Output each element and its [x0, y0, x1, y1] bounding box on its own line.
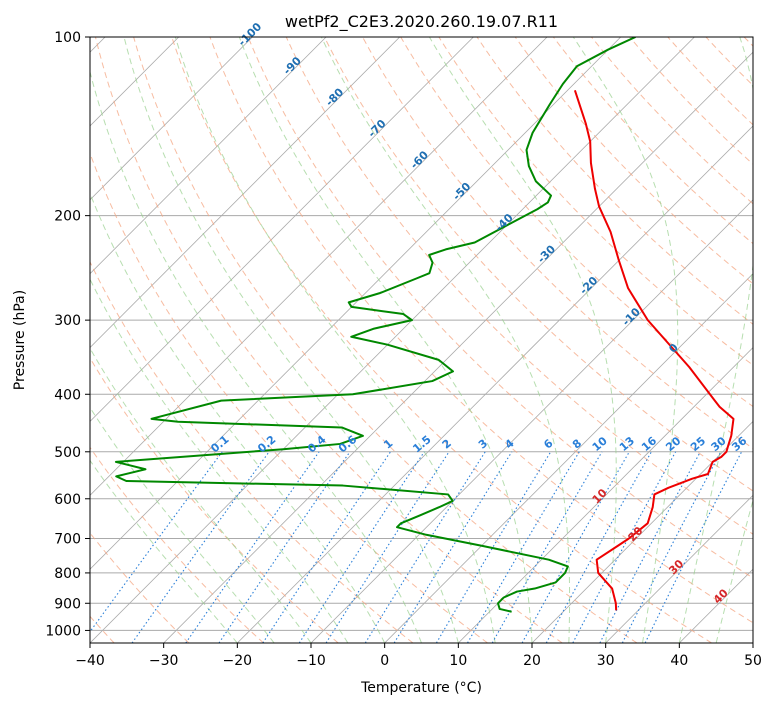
dry-adiabat-line — [171, 37, 712, 643]
isotherm-line — [90, 37, 622, 570]
isotherm-line — [90, 37, 327, 275]
x-tick-label: 0 — [380, 653, 389, 669]
background-lines — [90, 37, 753, 643]
y-tick-label: 1000 — [45, 623, 81, 639]
y-tick-label: 200 — [54, 209, 81, 225]
y-axis-title: Pressure (hPa) — [12, 290, 28, 390]
x-tick-label: 50 — [744, 653, 762, 669]
mixing-ratio-line — [185, 451, 320, 643]
moist-adiabat-line — [90, 347, 312, 643]
x-tick-label: −20 — [223, 653, 253, 669]
y-tick-label: 100 — [54, 30, 81, 46]
y-tick-label: 600 — [54, 492, 81, 508]
moist-adiabat-line — [123, 37, 459, 643]
mixing-ratio-line — [325, 451, 450, 643]
dewpoint-profile-line — [114, 37, 636, 613]
moist-adiabat-line — [428, 37, 617, 643]
isotherm-line — [90, 37, 548, 496]
moist-adiabat-line — [90, 406, 275, 643]
isotherm-line — [90, 37, 253, 201]
dry-adiabat-line — [514, 37, 753, 285]
y-tick-label: 800 — [54, 566, 81, 582]
moist-adiabat-line — [90, 192, 386, 643]
dry-adiabat-line — [323, 37, 753, 492]
y-tick-label: 900 — [54, 596, 81, 612]
x-tick-label: −30 — [149, 653, 179, 669]
plot-frame — [89, 36, 754, 644]
dry-adiabat-line — [133, 37, 638, 643]
moist-adiabat-line — [90, 69, 422, 643]
isotherm-line — [90, 37, 401, 349]
x-tick-label: −40 — [75, 653, 105, 669]
moist-adiabat-line — [678, 37, 753, 643]
moist-adiabat-line — [90, 278, 349, 643]
x-tick-label: 20 — [523, 653, 541, 669]
mixing-ratio-line — [364, 451, 486, 643]
isotherm-line — [163, 51, 753, 643]
y-tick-label: 400 — [54, 387, 81, 403]
moist-adiabat-line — [572, 37, 679, 643]
mixing-ratio-line — [90, 451, 223, 633]
isotherm-line — [458, 346, 753, 643]
isotherm-line — [237, 125, 753, 643]
mixing-ratio-line — [572, 451, 677, 643]
mixing-ratio-line — [131, 451, 270, 643]
temperature-profile-line — [573, 90, 735, 611]
x-tick-label: 30 — [597, 653, 615, 669]
x-axis-title: Temperature (°C) — [360, 680, 482, 696]
dry-adiabat-line — [90, 260, 414, 643]
x-tick-label: −10 — [296, 653, 326, 669]
dry-adiabat-line — [285, 37, 753, 535]
mixing-ratio-line — [644, 451, 743, 643]
mixing-ratio-line — [545, 451, 652, 643]
mixing-ratio-line — [218, 451, 351, 643]
dry-adiabat-line — [90, 357, 339, 643]
y-tick-label: 500 — [54, 445, 81, 461]
moist-adiabat-line — [715, 498, 753, 643]
dry-adiabat-line — [90, 446, 264, 643]
dry-adiabat-line — [247, 37, 753, 579]
moist-adiabat-line — [174, 37, 496, 643]
axes: −40 −30 −20 −10 0 10 20 30 40 50 100 200 300 400 500 60… — [45, 30, 762, 669]
isotherm-line — [384, 273, 753, 643]
moist-adiabat-line — [320, 37, 571, 643]
isotherm-line — [90, 37, 474, 422]
y-tick-label: 700 — [54, 532, 81, 548]
moist-adiabat-line — [238, 37, 533, 643]
isotherm-line — [531, 420, 753, 643]
mixing-ratio-line — [393, 451, 513, 643]
x-tick-label: 10 — [449, 653, 467, 669]
x-tick-label: 40 — [670, 653, 688, 669]
data-series — [114, 37, 735, 613]
mixing-ratio-line — [298, 451, 425, 643]
dry-adiabat-line — [476, 37, 753, 325]
moist-adiabat-line — [90, 459, 238, 643]
dry-adiabat-line — [94, 37, 563, 643]
dry-adiabat-line — [209, 37, 753, 624]
y-tick-label: 300 — [54, 313, 81, 329]
isotherm-line — [605, 494, 753, 643]
chart-title: wetPf2_C2E3.2020.260.19.07.R11 — [285, 12, 558, 32]
mixing-ratio-line — [262, 451, 391, 643]
